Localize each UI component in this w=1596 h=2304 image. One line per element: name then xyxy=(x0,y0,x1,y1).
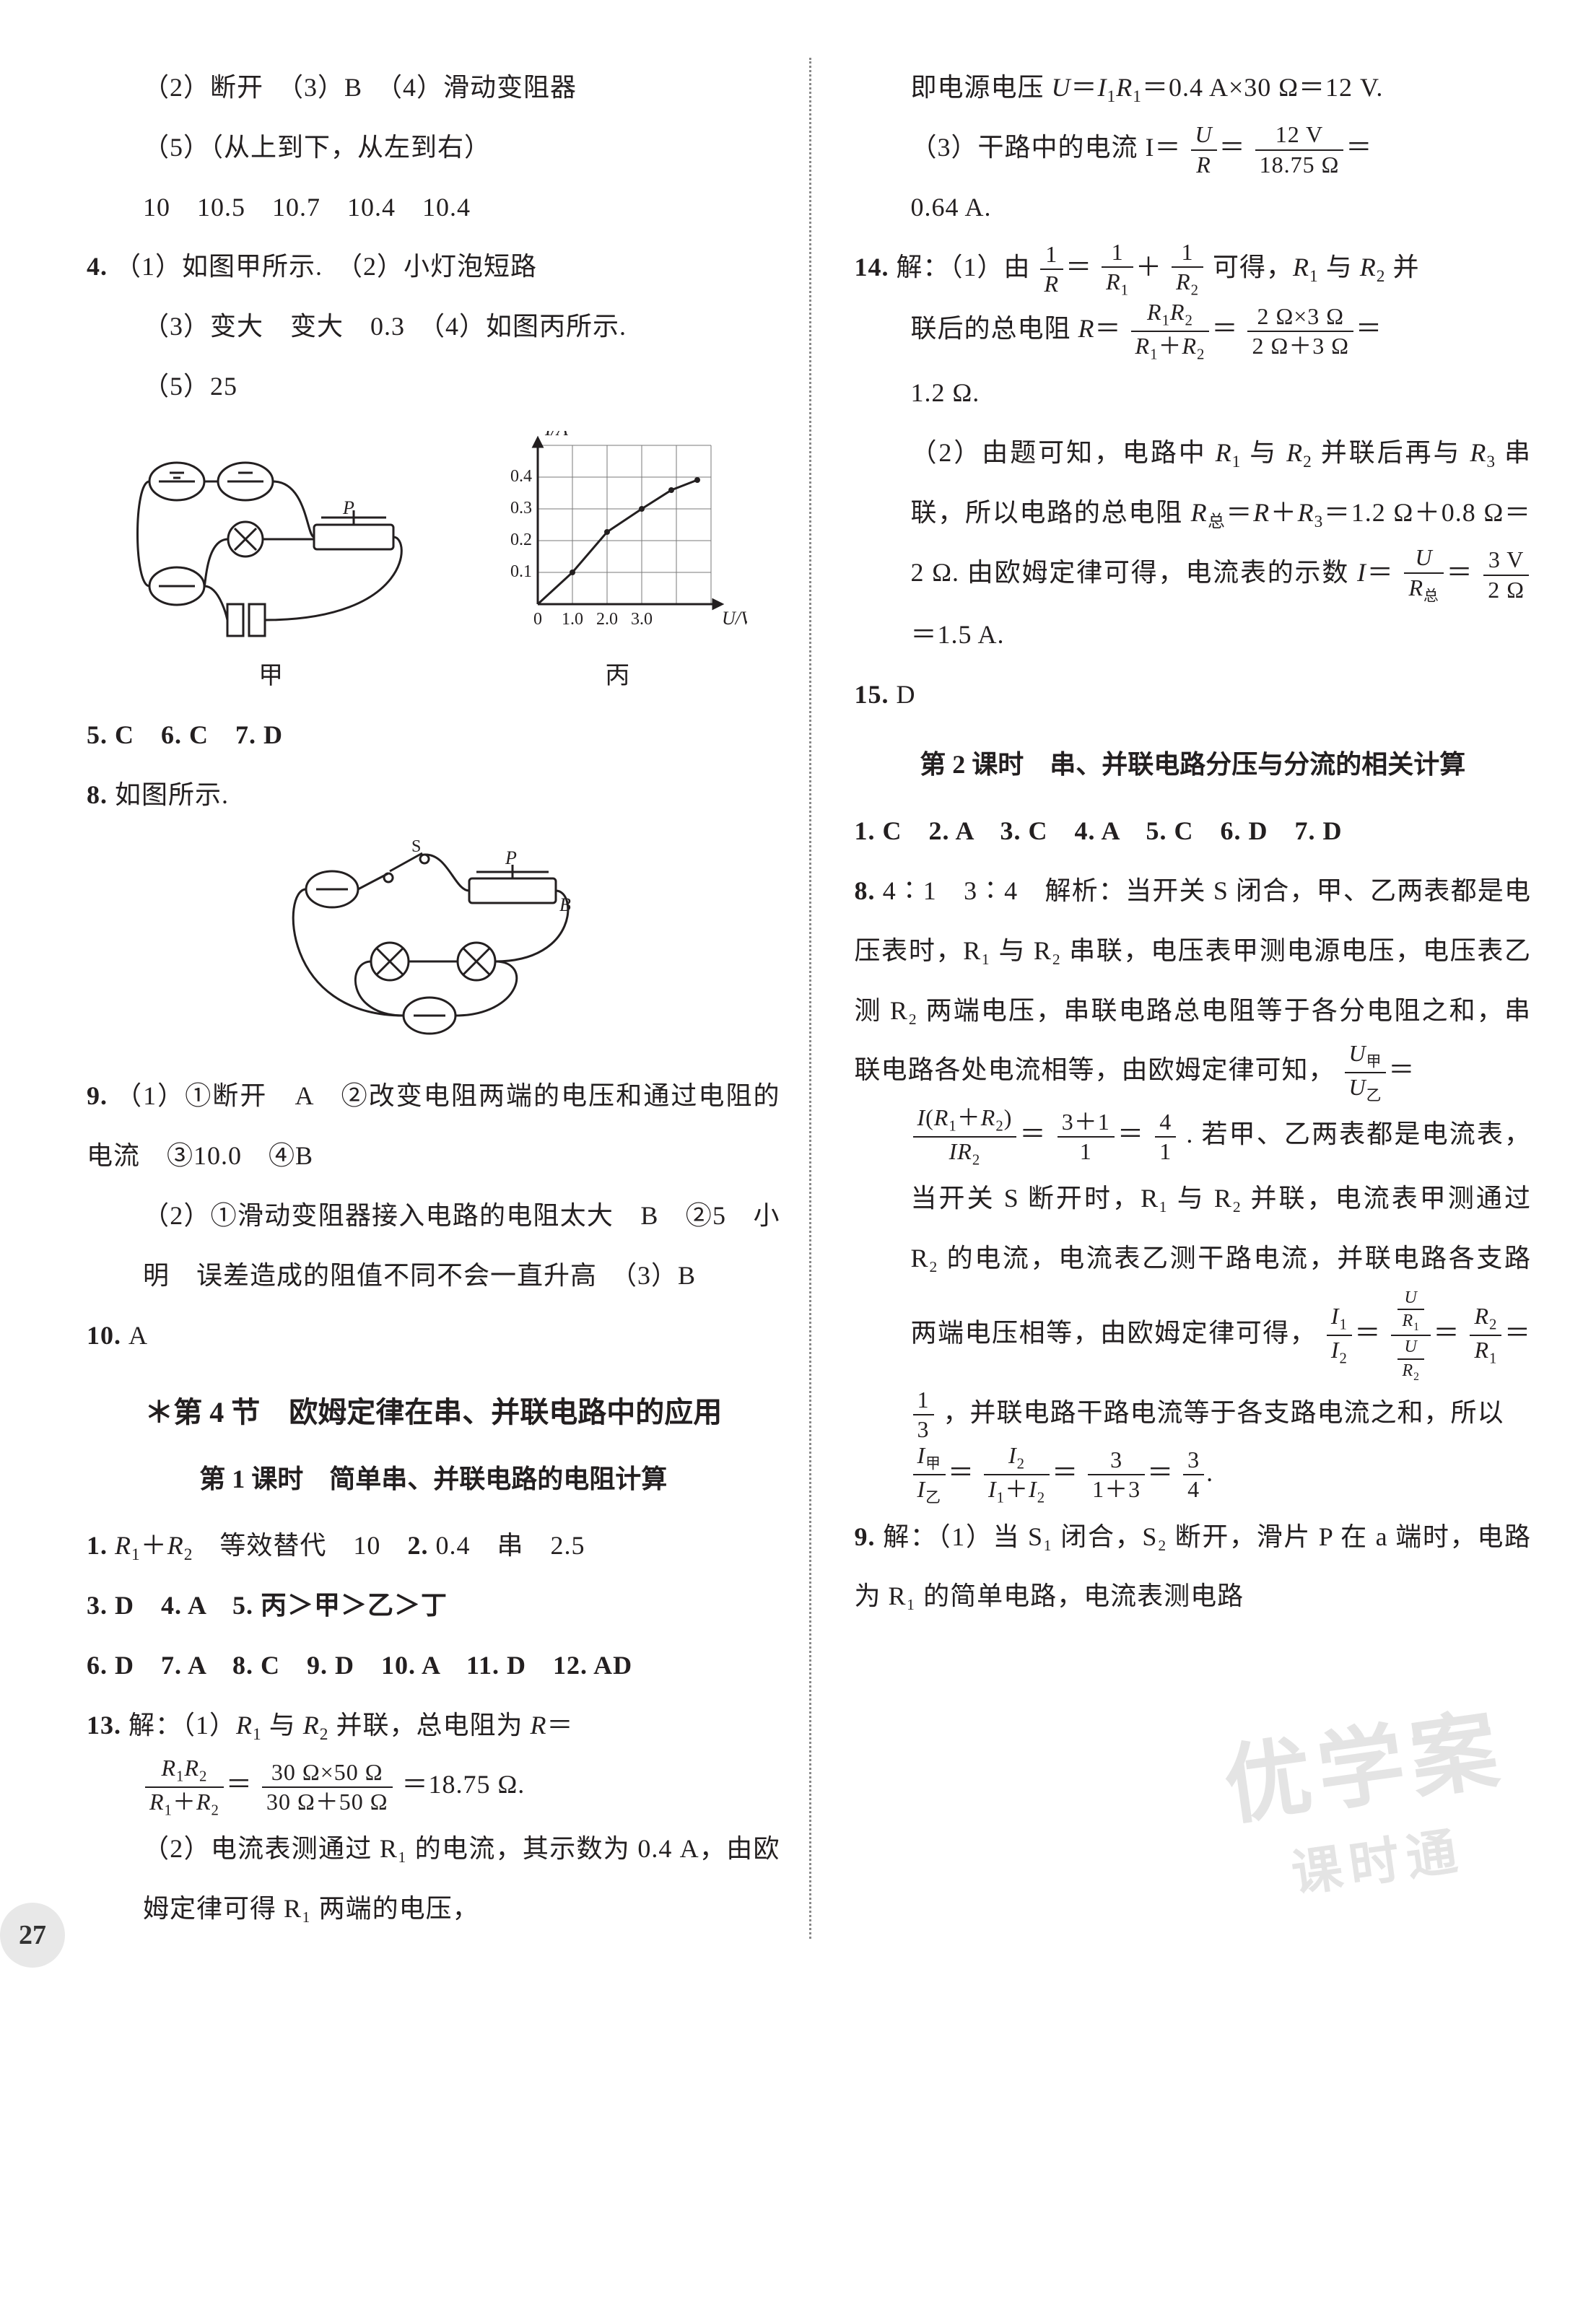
lesson-2-title: 第 2 课时 串、并联电路分压与分流的相关计算 xyxy=(855,741,1532,788)
formula: 联后的总电阻 R＝ R1R2R1＋R2＝ 2 Ω×3 Ω2 Ω＋3 Ω＝ xyxy=(855,299,1532,363)
text: ，并联电路干路电流等于各支路电流之和，所以 xyxy=(943,1398,1504,1427)
text: 1. C 2. A 3. C 4. A 5. C 6. D 7. D xyxy=(855,801,1532,861)
text: 15. D xyxy=(855,665,1532,725)
svg-text:S: S xyxy=(411,839,421,856)
text: 10. A xyxy=(87,1306,780,1366)
page-content: （2）断开 （3）B （4）滑动变阻器 （5）（从上到下，从左到右） 10 10… xyxy=(87,58,1531,1939)
text: 5. C 6. C 7. D xyxy=(87,705,780,765)
circuit-diagram-2: S P B xyxy=(87,839,780,1052)
formula: I(R1＋R2)IR2＝ 3＋11＝ 41 . 若甲、乙两表都是电流表，当开关 … xyxy=(855,1104,1532,1442)
text: （3）干路中的电流 I＝ xyxy=(911,133,1182,162)
label: 解： xyxy=(128,1711,182,1740)
answers: 3. D 4. A 5. 丙＞甲＞乙＞丁 xyxy=(87,1591,448,1620)
page-number-badge: 27 xyxy=(0,1903,65,1968)
svg-text:2.0: 2.0 xyxy=(596,610,618,629)
text: 4. （1）如图甲所示. （2）小灯泡短路 xyxy=(87,237,780,297)
svg-text:0.1: 0.1 xyxy=(510,562,532,581)
text: 即电源电压 U＝I1R1＝0.4 A×30 Ω＝12 V. xyxy=(855,58,1532,118)
circuit-diagram-jia: P 甲 xyxy=(119,445,422,691)
caption-jia: 甲 xyxy=(119,655,422,691)
left-column: （2）断开 （3）B （4）滑动变阻器 （5）（从上到下，从左到右） 10 10… xyxy=(87,58,809,1939)
answers: 5. C 6. C 7. D xyxy=(87,720,283,749)
text: 8. 如图所示. xyxy=(87,765,780,825)
text: ＝1.5 A. xyxy=(911,620,1005,649)
text: 3. D 4. A 5. 丙＞甲＞乙＞丁 xyxy=(87,1576,780,1636)
svg-text:0.3: 0.3 xyxy=(510,499,532,518)
text: （2）由题可知，电路中 R1 与 R2 并联后再与 R3 串联，所以电路的总电阻… xyxy=(855,423,1532,664)
text: 9. 解：（1）当 S₁ 闭合，S₂ 断开，滑片 P 在 a 端时，电路为 R₁… xyxy=(855,1507,1532,1627)
svg-text:I/A: I/A xyxy=(544,431,568,440)
diagram-row-1: P 甲 xyxy=(87,431,780,691)
text: 0.4 串 2.5 xyxy=(435,1531,585,1560)
text: （3）变大 变大 0.3 （4）如图丙所示. xyxy=(87,297,780,357)
formula: R1R2R1＋R2＝ 30 Ω×50 Ω30 Ω＋50 Ω ＝18.75 Ω. xyxy=(87,1755,780,1819)
text: 4∶1 3∶4 解析：当开关 S 闭合，甲、乙两表都是电压表时，R₁ 与 R₂ … xyxy=(855,876,1532,1084)
formula: （3）干路中的电流 I＝ UR＝ 12 V18.75 Ω＝ xyxy=(855,118,1532,178)
text: （2）①滑动变阻器接入电路的电阻太大 B ②5 小明 误差造成的阻值不同不会一直… xyxy=(87,1186,780,1306)
formula: 14. 解：（1）由 1R＝ 1R1＋ 1R2 可得，R1 与 R2 并 xyxy=(855,237,1532,300)
text: 9. （1）①断开 A ②改变电阻两端的电压和通过电阻的电流 ③10.0 ④B xyxy=(87,1066,780,1186)
formula: I甲I乙＝ I2I1＋I2＝ 31＋3＝ 34. xyxy=(855,1443,1532,1507)
svg-text:0.4: 0.4 xyxy=(510,467,532,486)
lesson-1-title: 第 1 课时 简单串、并联电路的电阻计算 xyxy=(87,1456,780,1503)
svg-text:U/V: U/V xyxy=(722,608,747,629)
text: A xyxy=(128,1321,148,1350)
svg-text:3.0: 3.0 xyxy=(631,610,653,629)
text: （1）如图甲所示. （2）小灯泡短路 xyxy=(115,252,537,281)
text: D xyxy=(897,680,916,709)
text: 如图所示. xyxy=(115,780,229,809)
chart-bing: 0.1 0.2 0.3 0.4 0 1.0 2.0 3.0 I/A U/V 丙 xyxy=(487,431,747,691)
right-column: 即电源电压 U＝I1R1＝0.4 A×30 Ω＝12 V. （3）干路中的电流 … xyxy=(809,58,1532,1939)
text: （2）电流表测通过 R₁ 的电流，其示数为 0.4 A，由欧姆定律可得 R₁ 两… xyxy=(87,1819,780,1939)
answers: 1. C 2. A 3. C 4. A 5. C 6. D 7. D xyxy=(855,816,1343,845)
text: ＝18.75 Ω. xyxy=(402,1770,526,1799)
answers: 6. D 7. A 8. C 9. D 10. A 11. D 12. AD xyxy=(87,1651,632,1680)
text: 6. D 7. A 8. C 9. D 10. A 11. D 12. AD xyxy=(87,1636,780,1696)
caption-bing: 丙 xyxy=(487,655,747,691)
svg-text:0.2: 0.2 xyxy=(510,531,532,549)
text: （2）断开 （3）B （4）滑动变阻器 xyxy=(87,58,780,118)
label: 解： xyxy=(897,253,950,282)
text: 13. 解：（1）R1 与 R2 并联，总电阻为 R＝ xyxy=(87,1696,780,1755)
text: （1）①断开 A ②改变电阻两端的电压和通过电阻的电流 ③10.0 ④B xyxy=(87,1081,780,1170)
text: 1. R1＋R2 等效替代 10 2. 0.4 串 2.5 xyxy=(87,1516,780,1576)
svg-text:0: 0 xyxy=(533,610,542,629)
text: 10 10.5 10.7 10.4 10.4 xyxy=(87,178,780,237)
svg-text:P: P xyxy=(505,847,517,868)
text: （5）25 xyxy=(87,357,780,416)
svg-text:1.0: 1.0 xyxy=(562,610,583,629)
text: 8. 4∶1 3∶4 解析：当开关 S 闭合，甲、乙两表都是电压表时，R₁ 与 … xyxy=(855,861,1532,1104)
text: （5）（从上到下，从左到右） xyxy=(87,118,780,178)
text: 1.2 Ω. xyxy=(855,363,1532,423)
text: 0.64 A. xyxy=(855,178,1532,237)
svg-text:P: P xyxy=(342,497,354,518)
text: 解：（1）当 S₁ 闭合，S₂ 断开，滑片 P 在 a 端时，电路为 R₁ 的简… xyxy=(855,1522,1532,1611)
section-4-title: ＊第 4 节 欧姆定律在串、并联电路中的应用 xyxy=(87,1387,780,1439)
